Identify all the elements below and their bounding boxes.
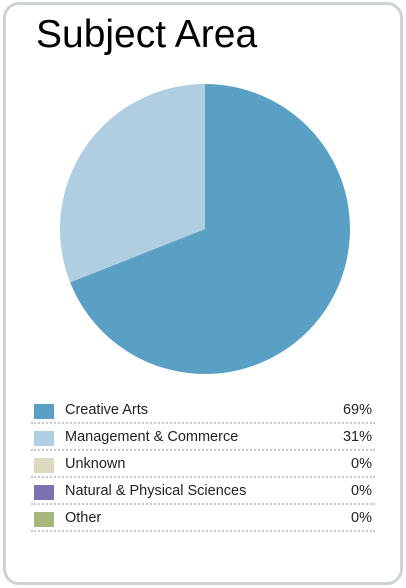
legend-item[interactable]: Management & Commerce 31% — [31, 424, 375, 451]
legend-swatch — [34, 485, 54, 500]
pie-chart — [59, 84, 351, 374]
legend-label: Other — [65, 510, 102, 526]
legend-percent: 0% — [351, 483, 372, 499]
legend-item[interactable]: Unknown 0% — [31, 451, 375, 478]
legend-label: Unknown — [65, 456, 126, 472]
legend-label: Management & Commerce — [65, 429, 239, 445]
chart-title: Subject Area — [36, 13, 258, 56]
legend-item[interactable]: Natural & Physical Sciences 0% — [31, 478, 375, 505]
legend-swatch — [34, 431, 54, 446]
pie-slice-management-commerce[interactable] — [59, 84, 205, 283]
legend-swatch — [34, 512, 54, 527]
legend-swatch — [34, 404, 54, 419]
legend-item[interactable]: Other 0% — [31, 505, 375, 532]
pie-slice-creative-arts[interactable] — [70, 84, 351, 374]
legend-percent: 31% — [342, 429, 372, 445]
legend-percent: 0% — [351, 456, 372, 472]
legend-swatch — [34, 458, 54, 473]
legend-percent: 0% — [351, 510, 372, 526]
legend-percent: 69% — [342, 402, 372, 418]
chart-legend: Creative Arts 69% Management & Commerce 31%… — [31, 397, 375, 532]
legend-label: Creative Arts — [65, 402, 148, 418]
legend-label: Natural & Physical Sciences — [65, 483, 247, 499]
legend-item[interactable]: Creative Arts 69% — [31, 397, 375, 424]
